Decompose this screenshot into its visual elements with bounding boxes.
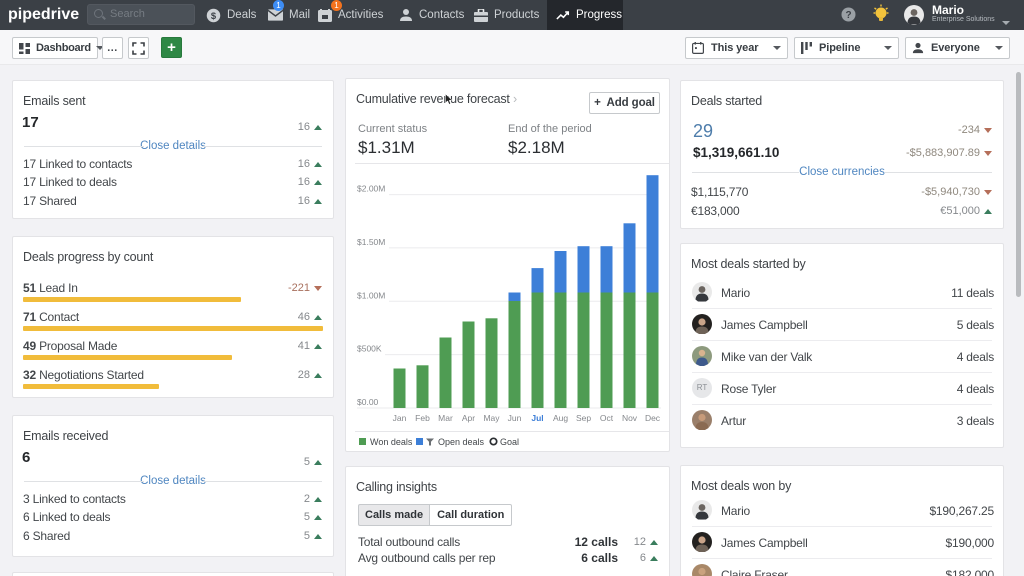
svg-text:Goal: Goal (500, 437, 519, 447)
svg-text:$: $ (211, 10, 217, 20)
svg-text:Dec: Dec (645, 413, 661, 423)
svg-text:Apr: Apr (462, 413, 475, 423)
svg-text:$500K: $500K (357, 344, 382, 354)
svg-text:Nov: Nov (622, 413, 638, 423)
svg-text:Jun: Jun (508, 413, 522, 423)
svg-text:Sep: Sep (576, 413, 591, 423)
svg-text:Feb: Feb (415, 413, 430, 423)
svg-text:Jul: Jul (531, 413, 543, 423)
svg-text:Won deals: Won deals (370, 437, 413, 447)
svg-text:Open deals: Open deals (438, 437, 485, 447)
svg-text:Aug: Aug (553, 413, 568, 423)
svg-text:?: ? (845, 10, 851, 21)
svg-text:Mar: Mar (438, 413, 453, 423)
svg-text:$0.00: $0.00 (357, 397, 379, 407)
svg-text:$1.00M: $1.00M (357, 290, 385, 300)
svg-text:May: May (483, 413, 500, 423)
svg-text:$1.50M: $1.50M (357, 237, 385, 247)
svg-text:$2.00M: $2.00M (357, 184, 385, 194)
svg-text:Jan: Jan (393, 413, 407, 423)
svg-text:Oct: Oct (600, 413, 614, 423)
